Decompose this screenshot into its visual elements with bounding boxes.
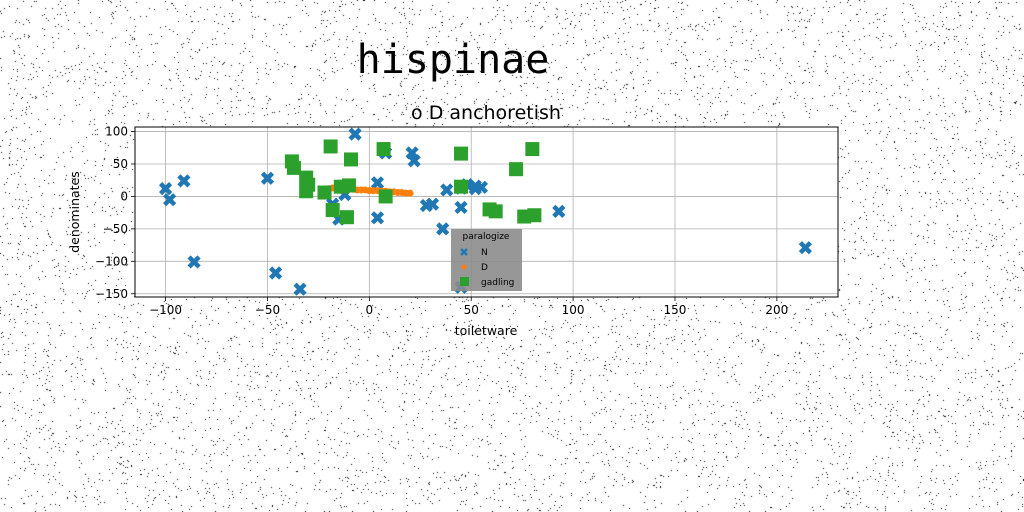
point-n bbox=[187, 255, 201, 269]
legend-title: paralogize bbox=[463, 232, 510, 242]
legend: paralogize N D gadling bbox=[451, 229, 522, 291]
point-n bbox=[260, 171, 275, 185]
point-n bbox=[293, 282, 307, 296]
x-tick-label: −50 bbox=[255, 303, 280, 317]
legend-entry-n: N bbox=[460, 248, 488, 258]
y-tick-label: 0 bbox=[120, 189, 128, 203]
x-tick-label: −100 bbox=[149, 303, 182, 317]
axes-title: o D anchoretish bbox=[411, 102, 561, 124]
data-marks bbox=[158, 127, 812, 296]
point-gadling bbox=[343, 152, 358, 167]
point-n bbox=[440, 183, 454, 197]
legend-entry-d: D bbox=[461, 263, 488, 273]
point-gadling bbox=[301, 177, 316, 192]
point-gadling bbox=[527, 208, 542, 223]
x-tick-label: 0 bbox=[366, 303, 374, 317]
legend-label-n: N bbox=[481, 248, 488, 258]
point-n bbox=[407, 154, 421, 168]
point-n bbox=[158, 182, 173, 196]
point-gadling bbox=[341, 178, 356, 193]
legend-marker-d bbox=[461, 264, 467, 270]
point-gadling bbox=[323, 139, 338, 154]
point-n bbox=[370, 176, 385, 190]
point-n bbox=[163, 193, 177, 207]
point-n bbox=[552, 204, 566, 218]
point-n bbox=[269, 266, 283, 280]
point-gadling bbox=[376, 142, 391, 157]
y-axis-ticks: −150 −100 −50 0 50 100 bbox=[95, 125, 135, 301]
x-tick-label: 100 bbox=[562, 303, 585, 317]
point-gadling bbox=[286, 160, 301, 175]
x-axis-ticks: −100 −50 0 50 100 150 200 bbox=[149, 297, 788, 317]
legend-marker-gadling bbox=[460, 277, 469, 286]
point-n bbox=[348, 127, 362, 141]
point-n bbox=[474, 180, 488, 194]
point-n bbox=[425, 197, 440, 211]
point-gadling bbox=[317, 185, 332, 200]
point-n bbox=[370, 211, 385, 225]
y-tick-label: −100 bbox=[95, 254, 128, 268]
point-gadling bbox=[509, 162, 524, 177]
figure-suptitle: hispinae bbox=[357, 37, 550, 83]
y-tick-label: 50 bbox=[113, 157, 128, 171]
x-axis-label: toiletware bbox=[455, 323, 518, 338]
plot-frame bbox=[134, 126, 839, 298]
point-n bbox=[177, 174, 191, 188]
x-tick-label: 200 bbox=[765, 303, 788, 317]
legend-entry-gadling: gadling bbox=[460, 277, 514, 288]
x-tick-label: 50 bbox=[464, 303, 479, 317]
point-gadling bbox=[525, 142, 540, 157]
legend-label-gadling: gadling bbox=[481, 278, 514, 288]
point-gadling bbox=[378, 189, 393, 204]
point-n bbox=[798, 241, 812, 255]
point-gadling bbox=[454, 146, 469, 161]
legend-label-d: D bbox=[481, 263, 488, 273]
point-gadling bbox=[454, 179, 469, 194]
x-tick-label: 150 bbox=[664, 303, 687, 317]
y-tick-label: −50 bbox=[103, 222, 128, 236]
grid-lines bbox=[135, 127, 838, 297]
point-gadling bbox=[488, 204, 503, 219]
series-gadling bbox=[284, 139, 542, 225]
y-tick-label: −150 bbox=[95, 287, 128, 301]
point-n bbox=[454, 200, 468, 215]
point-n bbox=[436, 222, 450, 236]
point-d bbox=[406, 189, 414, 197]
y-axis-label: denominates bbox=[67, 171, 82, 253]
y-tick-label: 100 bbox=[105, 125, 128, 139]
point-gadling bbox=[339, 210, 354, 225]
point-gadling bbox=[325, 203, 340, 218]
legend-marker-n bbox=[460, 248, 468, 256]
